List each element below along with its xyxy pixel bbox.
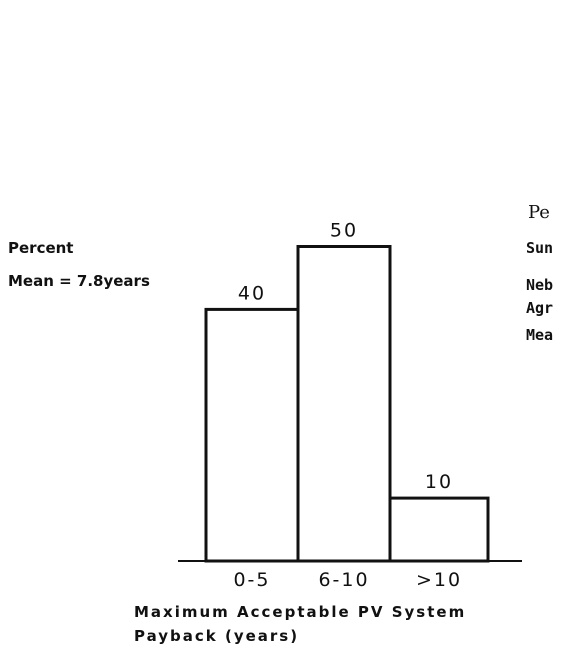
side-text: Mea — [526, 326, 553, 344]
data-label: 10 — [425, 471, 453, 493]
bar — [388, 496, 490, 563]
x-axis-label: Maximum Acceptable PV System — [134, 603, 466, 621]
side-text: Agr — [526, 299, 553, 317]
side-text: Neb — [526, 276, 553, 294]
side-text: Sun — [526, 239, 553, 257]
annotation: Percent — [8, 239, 73, 257]
x-tick-label: 6-10 — [318, 569, 369, 591]
annotation: Mean = 7.8years — [8, 272, 150, 290]
x-tick-label: >10 — [416, 569, 462, 591]
bar — [204, 307, 300, 563]
x-tick-label: 0-5 — [233, 569, 270, 591]
data-label: 50 — [330, 220, 358, 242]
data-label: 40 — [238, 282, 266, 304]
bar — [296, 245, 392, 563]
side-text: Pe — [528, 202, 550, 223]
x-axis-label: Payback (years) — [134, 627, 299, 645]
